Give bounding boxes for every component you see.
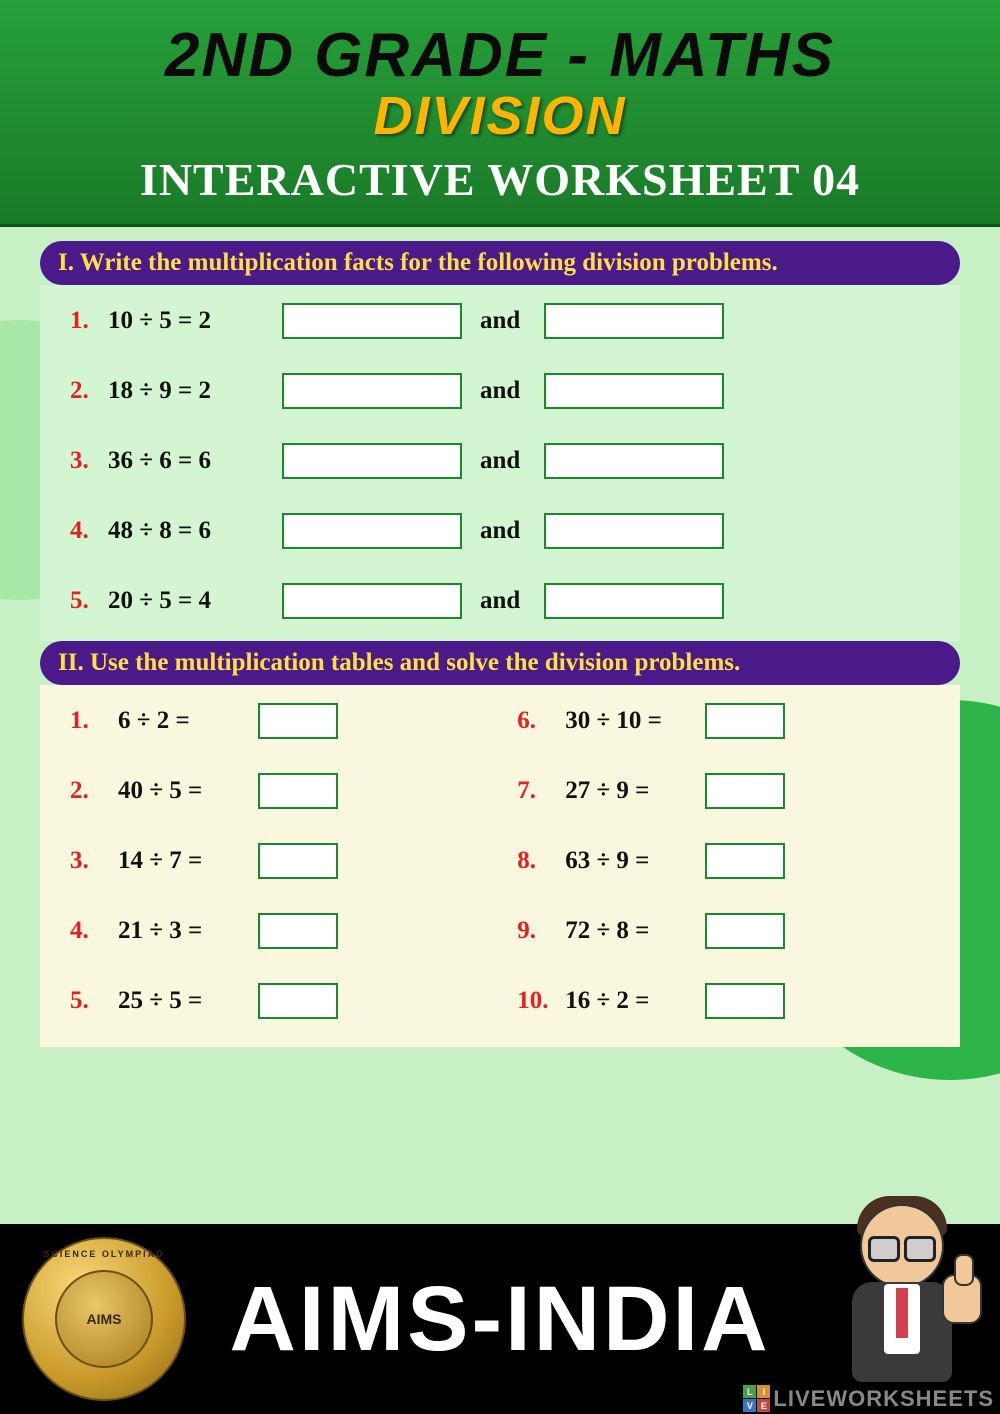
problem-number: 4. <box>70 517 108 545</box>
problem-text: 30 ÷ 10 = <box>565 707 705 735</box>
problem-text: 72 ÷ 8 = <box>565 917 705 945</box>
problem-number: 2. <box>70 777 118 805</box>
title-main: 2ND GRADE - MATHS <box>0 20 1000 91</box>
problem-text: 48 ÷ 8 = 6 <box>108 517 278 545</box>
medal-ring-text: SCIENCE OLYMPIAD <box>24 1249 184 1259</box>
title-sub: DIVISION <box>0 85 1000 147</box>
section-1-title: I. Write the multiplication facts for th… <box>40 241 960 285</box>
section-2-title: II. Use the multiplication tables and so… <box>40 641 960 685</box>
problem-number: 8. <box>517 847 565 875</box>
answer-input-b[interactable] <box>544 373 724 409</box>
answer-input-a[interactable] <box>282 583 462 619</box>
problem-text: 10 ÷ 5 = 2 <box>108 307 278 335</box>
answer-input[interactable] <box>258 913 338 949</box>
problem-text: 14 ÷ 7 = <box>118 847 258 875</box>
answer-input-a[interactable] <box>282 303 462 339</box>
problem-text: 63 ÷ 9 = <box>565 847 705 875</box>
problem-text: 21 ÷ 3 = <box>118 917 258 945</box>
problem-number: 5. <box>70 987 118 1015</box>
problem-number: 10. <box>517 987 565 1015</box>
answer-input[interactable] <box>258 843 338 879</box>
problem-text: 16 ÷ 2 = <box>565 987 705 1015</box>
problem-number: 9. <box>517 917 565 945</box>
problem-number: 4. <box>70 917 118 945</box>
problem-number: 7. <box>517 777 565 805</box>
problem-number: 2. <box>70 377 108 405</box>
worksheet-header: 2ND GRADE - MATHS DIVISION INTERACTIVE W… <box>0 0 1000 227</box>
title-worksheet: INTERACTIVE WORKSHEET 04 <box>0 153 1000 206</box>
answer-input-a[interactable] <box>282 513 462 549</box>
problem-row: 5. 20 ÷ 5 = 4 and <box>70 583 930 619</box>
problem-text: 40 ÷ 5 = <box>118 777 258 805</box>
problem-row: 8. 63 ÷ 9 = <box>517 843 930 879</box>
answer-input-b[interactable] <box>544 443 724 479</box>
problem-row: 10. 16 ÷ 2 = <box>517 983 930 1019</box>
liveworksheets-watermark: L I V E LIVEWORKSHEETS <box>743 1385 994 1412</box>
problem-number: 3. <box>70 447 108 475</box>
answer-input[interactable] <box>705 983 785 1019</box>
section-2: II. Use the multiplication tables and so… <box>40 641 960 1047</box>
and-label: and <box>480 377 526 405</box>
answer-input-a[interactable] <box>282 373 462 409</box>
answer-input-b[interactable] <box>544 303 724 339</box>
wm-cell: I <box>757 1385 770 1398</box>
watermark-text: LIVEWORKSHEETS <box>773 1386 994 1412</box>
problem-number: 1. <box>70 707 118 735</box>
problem-text: 25 ÷ 5 = <box>118 987 258 1015</box>
problem-number: 6. <box>517 707 565 735</box>
problem-text: 27 ÷ 9 = <box>565 777 705 805</box>
and-label: and <box>480 587 526 615</box>
problem-row: 1. 6 ÷ 2 = <box>70 703 483 739</box>
answer-input[interactable] <box>705 843 785 879</box>
wm-cell: E <box>757 1399 770 1412</box>
section-2-body: 1. 6 ÷ 2 = 2. 40 ÷ 5 = 3. 14 ÷ 7 = 4. 21… <box>40 685 960 1047</box>
and-label: and <box>480 307 526 335</box>
problem-row: 2. 18 ÷ 9 = 2 and <box>70 373 930 409</box>
problem-number: 1. <box>70 307 108 335</box>
problem-row: 3. 36 ÷ 6 = 6 and <box>70 443 930 479</box>
answer-input[interactable] <box>258 983 338 1019</box>
section-1-body: 1. 10 ÷ 5 = 2 and 2. 18 ÷ 9 = 2 and 3. 3… <box>40 285 960 641</box>
answer-input-a[interactable] <box>282 443 462 479</box>
answer-input-b[interactable] <box>544 583 724 619</box>
problem-row: 5. 25 ÷ 5 = <box>70 983 483 1019</box>
problem-row: 3. 14 ÷ 7 = <box>70 843 483 879</box>
answer-input[interactable] <box>258 703 338 739</box>
answer-input-b[interactable] <box>544 513 724 549</box>
problem-row: 7. 27 ÷ 9 = <box>517 773 930 809</box>
problem-row: 1. 10 ÷ 5 = 2 and <box>70 303 930 339</box>
problem-row: 4. 48 ÷ 8 = 6 and <box>70 513 930 549</box>
medal-center-text: AIMS <box>55 1270 153 1368</box>
problem-row: 9. 72 ÷ 8 = <box>517 913 930 949</box>
answer-input[interactable] <box>705 913 785 949</box>
and-label: and <box>480 447 526 475</box>
problem-text: 20 ÷ 5 = 4 <box>108 587 278 615</box>
problem-row: 6. 30 ÷ 10 = <box>517 703 930 739</box>
section-2-left-col: 1. 6 ÷ 2 = 2. 40 ÷ 5 = 3. 14 ÷ 7 = 4. 21… <box>70 703 483 1027</box>
problem-row: 2. 40 ÷ 5 = <box>70 773 483 809</box>
answer-input[interactable] <box>258 773 338 809</box>
section-1: I. Write the multiplication facts for th… <box>40 241 960 641</box>
problem-text: 18 ÷ 9 = 2 <box>108 377 278 405</box>
mascot-avatar <box>822 1194 982 1404</box>
watermark-icon: L I V E <box>743 1385 770 1412</box>
problem-number: 5. <box>70 587 108 615</box>
problem-number: 3. <box>70 847 118 875</box>
problem-row: 4. 21 ÷ 3 = <box>70 913 483 949</box>
answer-input[interactable] <box>705 773 785 809</box>
aims-medal-logo: SCIENCE OLYMPIAD AIMS <box>22 1237 186 1401</box>
wm-cell: V <box>743 1399 756 1412</box>
answer-input[interactable] <box>705 703 785 739</box>
problem-text: 6 ÷ 2 = <box>118 707 258 735</box>
wm-cell: L <box>743 1385 756 1398</box>
problem-text: 36 ÷ 6 = 6 <box>108 447 278 475</box>
and-label: and <box>480 517 526 545</box>
section-2-right-col: 6. 30 ÷ 10 = 7. 27 ÷ 9 = 8. 63 ÷ 9 = 9. … <box>517 703 930 1027</box>
footer-brand: AIMS-INDIA <box>229 1267 770 1372</box>
